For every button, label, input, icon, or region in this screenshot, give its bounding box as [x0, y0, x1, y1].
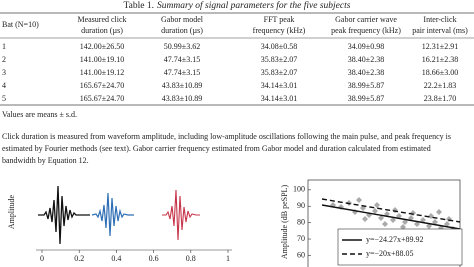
y-axis-label: Amplitude (dB peSPL) — [280, 185, 289, 260]
table-note: Values are means ± s.d. — [2, 110, 77, 119]
y-axis-label: Amplitude — [7, 194, 16, 229]
table-cell: 4 — [2, 81, 6, 90]
table-cell: 18.66±3.00 — [422, 68, 458, 77]
caption-label: Table 1. — [124, 1, 154, 11]
table-header: Measured click — [77, 15, 126, 24]
table-cell: 165.67±24.70 — [80, 81, 124, 90]
table-header: Gabor model — [161, 15, 204, 24]
fit-line — [321, 204, 461, 230]
table-cell: 5 — [2, 94, 6, 103]
paragraph-line: Click duration is measured from waveform… — [2, 132, 451, 141]
table-cell: 43.83±10.89 — [162, 94, 202, 103]
table-header: FFT peak — [264, 15, 295, 24]
legend-label: y=−20x+88.05 — [366, 249, 414, 258]
x-tick-label: 0 — [40, 254, 44, 263]
paragraph-line: bandwidth by Equation 12. — [2, 156, 89, 165]
scatter-cloud — [330, 197, 456, 232]
table-cell: 165.67±24.70 — [80, 94, 124, 103]
table-cell: 34.09±0.98 — [348, 42, 384, 51]
table-cell: 3 — [2, 68, 6, 77]
table-header: duration (µs) — [161, 26, 203, 35]
table-cell: 47.74±3.15 — [164, 55, 200, 64]
table-cell: 23.8±1.70 — [424, 94, 456, 103]
paragraph-line: estimated by Fourier methods (see text).… — [2, 144, 431, 153]
table-header: Bat (N=10) — [2, 20, 39, 29]
plot-frame — [307, 179, 461, 267]
table-header: pair interval (ms) — [412, 26, 468, 35]
table-cell: 34.08±0.58 — [261, 42, 297, 51]
table-cell: 47.74±3.15 — [164, 68, 200, 77]
table-header: frequency (kHz) — [253, 26, 306, 35]
table-cell: 142.00±26.50 — [80, 42, 124, 51]
x-tick-label: 0.2 — [74, 254, 84, 263]
y-tick-label: 90 — [297, 201, 305, 210]
table-cell: 50.99±3.62 — [164, 42, 200, 51]
table-cell: 35.83±2.07 — [261, 68, 297, 77]
x-tick-label: 0.6 — [149, 254, 159, 263]
table-cell: 34.14±3.01 — [261, 81, 297, 90]
table-cell: 43.83±10.89 — [162, 81, 202, 90]
table-caption: Table 1. Summary of signal parameters for… — [124, 0, 351, 11]
table-cell: 38.40±2.38 — [348, 68, 384, 77]
legend-label: y=−24.27x+89.92 — [366, 235, 424, 244]
table-cell: 22.2±1.83 — [424, 81, 456, 90]
waveform — [38, 185, 90, 245]
y-tick-label: 80 — [297, 217, 305, 226]
table-cell: 34.14±3.01 — [261, 94, 297, 103]
x-tick-label: 0.8 — [186, 254, 196, 263]
table-cell: 38.99±5.87 — [348, 94, 384, 103]
legend-box — [337, 228, 463, 266]
table-header: peak frequency (kHz) — [331, 26, 401, 35]
fit-line-dashed — [321, 198, 461, 223]
table-cell: 35.83±2.07 — [261, 55, 297, 64]
waveform — [91, 192, 134, 237]
y-tick-label: 60 — [297, 250, 305, 259]
table-header: Inter-click — [423, 15, 456, 24]
x-tick-label: 0.4 — [111, 254, 121, 263]
table-cell: 16.21±2.38 — [422, 55, 458, 64]
table-cell: 38.40±2.38 — [348, 55, 384, 64]
table-cell: 12.31±2.91 — [422, 42, 458, 51]
table-header: duration (µs) — [81, 26, 123, 35]
table-cell: 38.99±5.87 — [348, 81, 384, 90]
y-tick-label: 100 — [293, 185, 305, 194]
y-tick-label: 70 — [297, 234, 305, 243]
table-cell: 2 — [2, 55, 6, 64]
table-cell: 141.00±19.12 — [80, 68, 124, 77]
x-tick-label: 1 — [226, 254, 230, 263]
table-cell: 1 — [2, 42, 6, 51]
waveform — [162, 189, 200, 241]
table-cell: 141.00±19.10 — [80, 55, 124, 64]
caption-text: Summary of signal parameters for the fiv… — [157, 0, 351, 11]
table-header: Gabor carrier wave — [335, 15, 397, 24]
